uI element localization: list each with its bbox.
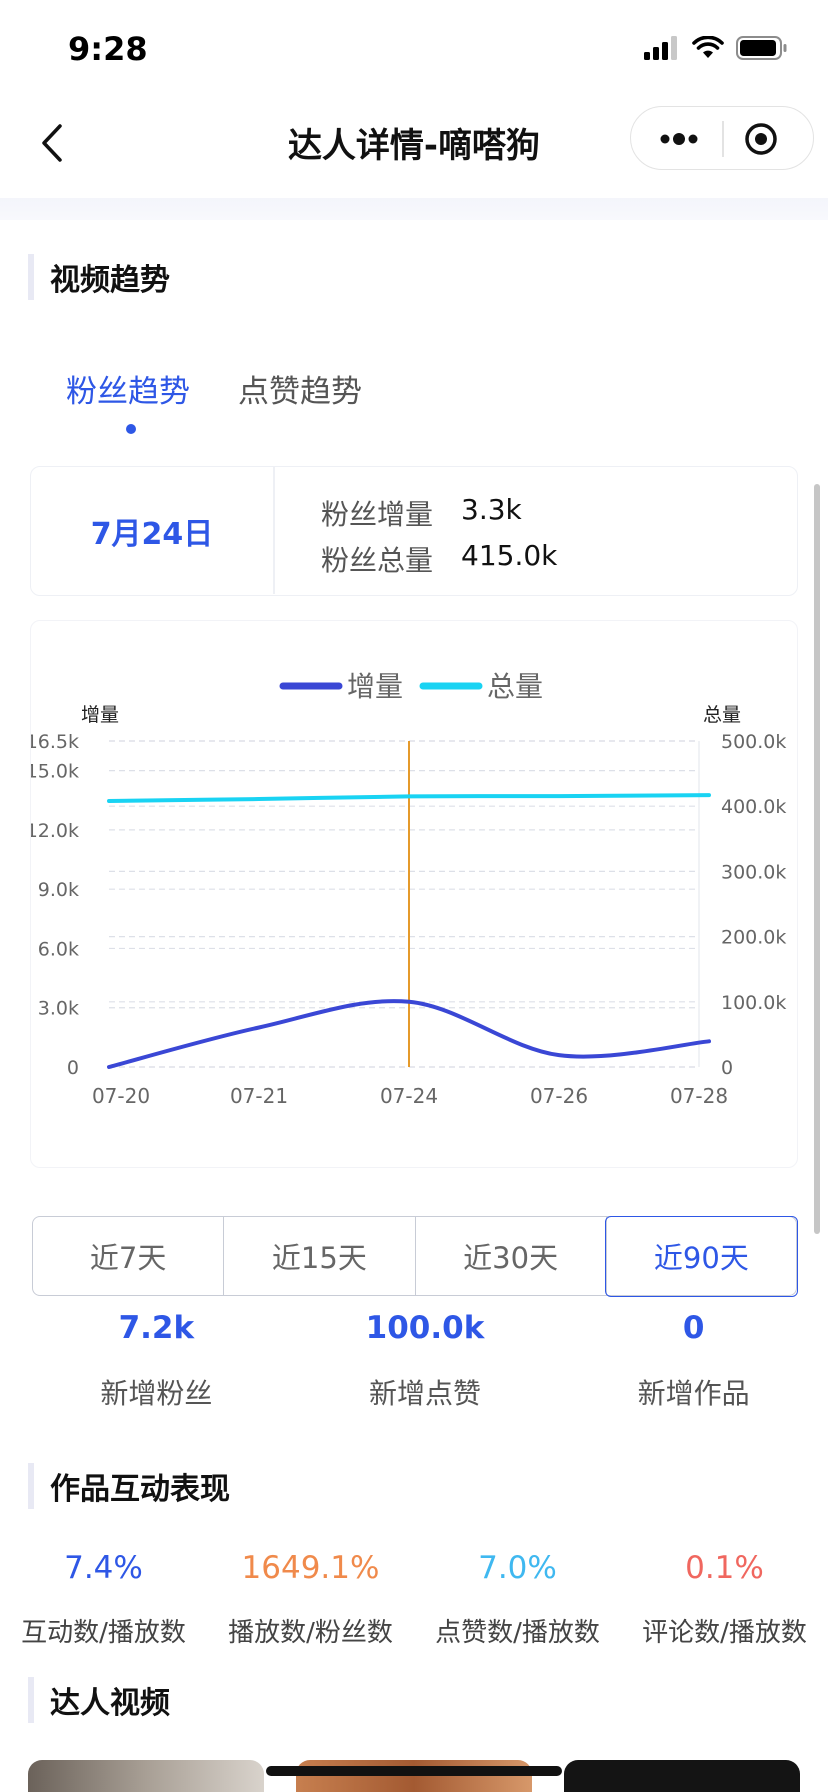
more-icon[interactable] (651, 125, 711, 153)
fans-increment-row: 粉丝增量 3.3k (321, 493, 522, 533)
ratio-interaction-play: 7.4% 互动数/播放数 (0, 1550, 207, 1649)
close-mini-program-icon[interactable] (741, 119, 781, 159)
series-line-total (107, 793, 711, 803)
ratio-value: 7.0% (478, 1550, 557, 1586)
status-bar: 9:28 (0, 0, 828, 100)
card-divider (273, 467, 275, 594)
x-tick-label: 07-26 (530, 1084, 588, 1108)
video-thumbnail[interactable] (564, 1760, 800, 1792)
video-thumbnail[interactable] (28, 1760, 264, 1792)
series-line-increment (107, 999, 711, 1069)
chart-card: 增量 总量 增量 总量 0 3.0k 6.0k 9.0k 12.0k 15.0k 16.5k 0 100… (30, 620, 798, 1168)
battery-icon (736, 36, 787, 60)
ratio-value: 7.4% (64, 1550, 143, 1586)
ratio-value: 0.1% (685, 1550, 764, 1586)
ratio-value: 1649.1% (241, 1550, 380, 1586)
ratio-label: 播放数/粉丝数 (228, 1618, 393, 1648)
trend-tabs: 粉丝趋势 点赞趋势 (66, 366, 362, 411)
ratio-label: 点赞数/播放数 (435, 1618, 600, 1648)
interaction-ratios: 7.4% 互动数/播放数 1649.1% 播放数/粉丝数 7.0% 点赞数/播放… (0, 1550, 828, 1649)
ratio-play-fans: 1649.1% 播放数/粉丝数 (207, 1550, 414, 1649)
section-title-text: 作品互动表现 (50, 1472, 230, 1507)
selected-point-card: 7月24日 粉丝增量 3.3k 粉丝总量 415.0k (30, 466, 798, 596)
wifi-icon (692, 36, 724, 58)
mini-program-capsule (630, 106, 814, 170)
scrollbar[interactable] (814, 484, 820, 1234)
x-tick-label: 07-20 (92, 1084, 150, 1108)
section-title-interaction: 作品互动表现 (28, 1463, 230, 1509)
video-thumbnail[interactable] (296, 1760, 532, 1792)
fans-increment-label: 粉丝增量 (321, 498, 434, 531)
y-left-tick-label: 15.0k (31, 761, 79, 783)
nav-bar: 达人详情-嘀嗒狗 (0, 100, 828, 200)
y-right-tick-label: 200.0k (721, 927, 786, 949)
y-right-axis-title: 总量 (703, 704, 741, 726)
y-right-tick-label: 400.0k (721, 796, 786, 818)
stat-new-likes: 100.0k 新增点赞 (291, 1310, 560, 1412)
status-time: 9:28 (68, 30, 148, 68)
section-accent-bar (28, 1677, 34, 1723)
ratio-likes-play: 7.0% 点赞数/播放数 (414, 1550, 621, 1649)
x-tick-label: 07-24 (380, 1084, 438, 1108)
stat-label: 新增粉丝 (100, 1377, 213, 1410)
tab-likes-trend[interactable]: 点赞趋势 (238, 374, 362, 410)
y-right-tick-label: 300.0k (721, 861, 786, 883)
stat-value: 7.2k (118, 1310, 195, 1346)
range-selector: 近7天 近15天 近30天 近90天 (32, 1215, 798, 1297)
selected-date: 7月24日 (90, 516, 214, 552)
section-title-text: 视频趋势 (50, 263, 170, 298)
signal-icon (644, 36, 677, 60)
range-30-days-button[interactable]: 近30天 (416, 1217, 607, 1295)
capsule-divider (722, 121, 724, 157)
page-title: 达人详情-嘀嗒狗 (287, 126, 541, 166)
y-left-axis-title: 增量 (81, 704, 119, 726)
fans-increment-value: 3.3k (461, 493, 522, 526)
status-icons (644, 36, 788, 60)
y-right-tick-label: 500.0k (721, 731, 786, 753)
fans-total-value: 415.0k (461, 539, 558, 572)
y-left-tick-label: 16.5k (31, 731, 79, 753)
ratio-label: 互动数/播放数 (21, 1618, 186, 1648)
range-90-days-button[interactable]: 近90天 (605, 1215, 798, 1297)
x-tick-label: 07-28 (670, 1084, 728, 1108)
y-right-tick-label: 0 (721, 1057, 733, 1079)
y-right-tick-label: 100.0k (721, 992, 786, 1014)
section-title-text: 达人视频 (50, 1686, 170, 1721)
x-tick-label: 07-21 (230, 1084, 288, 1108)
stat-label: 新增作品 (637, 1377, 750, 1410)
back-arrow-icon[interactable] (28, 118, 78, 168)
stat-label: 新增点赞 (369, 1377, 482, 1410)
y-left-tick-label: 3.0k (38, 998, 79, 1020)
tab-fans-trend[interactable]: 粉丝趋势 (66, 374, 190, 410)
active-tab-indicator (126, 424, 136, 434)
section-title-video-trend: 视频趋势 (28, 254, 170, 300)
legend-label: 总量 (487, 670, 543, 703)
y-left-tick-label: 12.0k (31, 820, 79, 842)
y-left-tick-label: 6.0k (38, 938, 79, 960)
summary-stats: 7.2k 新增粉丝 100.0k 新增点赞 0 新增作品 (0, 1310, 828, 1412)
legend-label: 增量 (347, 670, 403, 703)
ratio-comments-play: 0.1% 评论数/播放数 (621, 1550, 828, 1649)
header-divider (0, 198, 828, 220)
range-7-days-button[interactable]: 近7天 (33, 1217, 225, 1295)
section-accent-bar (28, 1463, 34, 1509)
stat-value: 100.0k (365, 1310, 485, 1346)
y-left-tick-label: 0 (67, 1057, 79, 1079)
fans-total-label: 粉丝总量 (321, 544, 434, 577)
fans-total-row: 粉丝总量 415.0k (321, 539, 557, 579)
stat-new-fans: 7.2k 新增粉丝 (22, 1310, 291, 1412)
section-title-videos: 达人视频 (28, 1677, 170, 1723)
stat-value: 0 (682, 1310, 705, 1346)
y-left-tick-label: 9.0k (38, 879, 79, 901)
section-accent-bar (28, 254, 34, 300)
stat-new-works: 0 新增作品 (559, 1310, 828, 1412)
ratio-label: 评论数/播放数 (642, 1618, 807, 1648)
range-15-days-button[interactable]: 近15天 (224, 1217, 416, 1295)
home-indicator (266, 1766, 562, 1776)
